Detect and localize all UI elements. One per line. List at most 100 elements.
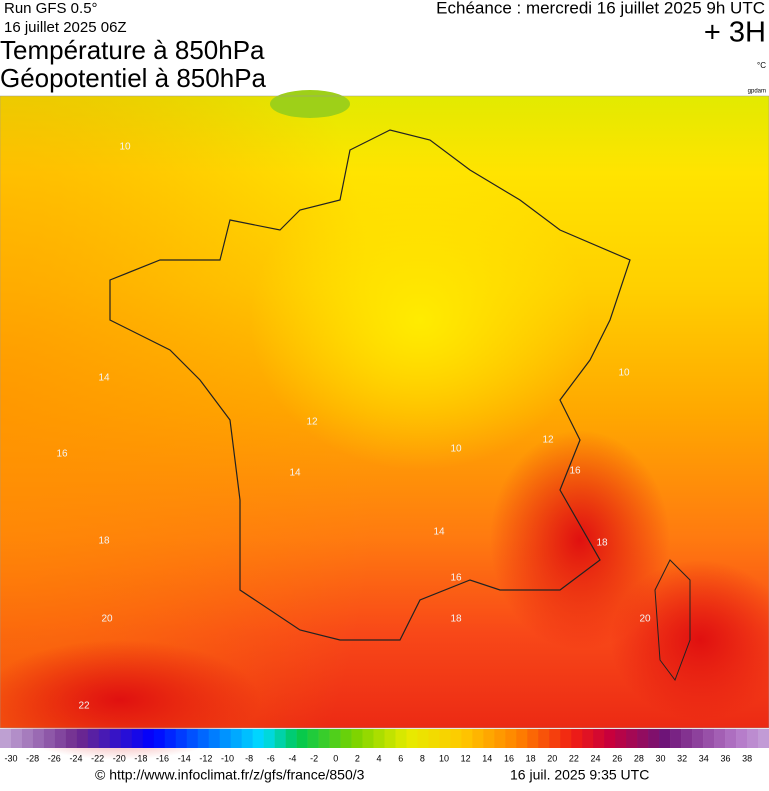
echeance: Echéance : mercredi 16 juillet 2025 9h U… bbox=[436, 0, 765, 17]
scale-swatch bbox=[76, 729, 89, 748]
scale-label: 36 bbox=[720, 753, 730, 763]
scale-label: -10 bbox=[221, 753, 234, 763]
scale-swatch bbox=[428, 729, 440, 748]
run: 16 juillet 2025 06Z bbox=[4, 19, 127, 36]
scale-swatch bbox=[450, 729, 462, 748]
scale-label: 10 bbox=[439, 753, 449, 763]
scale-label: -20 bbox=[113, 753, 126, 763]
scale-swatch bbox=[32, 729, 45, 748]
scale-label: -24 bbox=[69, 753, 82, 763]
scale-swatch bbox=[604, 729, 616, 748]
scale-label: -18 bbox=[134, 753, 147, 763]
contour-label: 18 bbox=[596, 538, 608, 549]
scale-swatch bbox=[373, 729, 385, 748]
coastline bbox=[109, 129, 631, 641]
unit: °C bbox=[757, 61, 766, 70]
scale-label: 4 bbox=[377, 753, 382, 763]
scale-label: -6 bbox=[267, 753, 275, 763]
contour-label: 20 bbox=[101, 614, 113, 625]
scale-label: 8 bbox=[420, 753, 425, 763]
scale-label: 16 bbox=[504, 753, 514, 763]
scale-swatch bbox=[65, 729, 78, 748]
scale-label: 18 bbox=[526, 753, 536, 763]
scale-swatch bbox=[538, 729, 550, 748]
scale-swatch bbox=[230, 729, 242, 748]
scale-swatch bbox=[571, 729, 583, 748]
scale-swatch bbox=[439, 729, 451, 748]
scale-swatch bbox=[692, 729, 704, 748]
scale-label: -12 bbox=[199, 753, 212, 763]
scale-label: 22 bbox=[569, 753, 579, 763]
contour-label: 14 bbox=[98, 373, 110, 384]
contour-label: 16 bbox=[450, 573, 462, 584]
contour-label: 10 bbox=[618, 368, 630, 379]
title: Température à 850hPa bbox=[0, 35, 265, 65]
scale-swatch bbox=[285, 729, 297, 748]
contour-label: 20 bbox=[639, 614, 651, 625]
contour-labels: 10 14 16 18 20 22 12 14 10 14 16 18 20 18 16 12 10 bbox=[56, 142, 651, 712]
contour-label: 22 bbox=[78, 701, 90, 712]
scale-swatch bbox=[714, 729, 726, 748]
scale-swatch bbox=[219, 729, 231, 748]
scale-label: 12 bbox=[461, 753, 471, 763]
scale-swatch bbox=[318, 729, 330, 748]
scale-swatch bbox=[142, 729, 155, 748]
scale-swatch bbox=[164, 729, 177, 748]
offset: + 3H bbox=[704, 17, 766, 49]
scale-swatch bbox=[395, 729, 407, 748]
scale-label: -22 bbox=[91, 753, 104, 763]
contour-label: 16 bbox=[56, 449, 68, 460]
scale-swatch bbox=[175, 729, 188, 748]
map-frame bbox=[0, 95, 769, 729]
scale-swatch bbox=[120, 729, 133, 748]
contour-label: 12 bbox=[306, 417, 318, 428]
scale-swatch bbox=[560, 729, 572, 748]
scale-swatch bbox=[758, 729, 769, 748]
color-scale: -30 -28 -26 -24 -22 -20 -18 -16 -14 -12 -10 -8 -6 -4-… bbox=[0, 729, 769, 763]
scale-swatch bbox=[725, 729, 737, 748]
scale-swatch bbox=[670, 729, 682, 748]
scale-swatch bbox=[131, 729, 144, 748]
scale-swatch bbox=[582, 729, 594, 748]
scale-swatch bbox=[263, 729, 275, 748]
title: Géopotentiel à 850hPa bbox=[0, 63, 267, 93]
scale-swatch bbox=[109, 729, 122, 748]
scale-swatch bbox=[659, 729, 671, 748]
contour-label: 16 bbox=[569, 466, 581, 477]
scale-swatch bbox=[461, 729, 473, 748]
scale-label: -28 bbox=[26, 753, 39, 763]
scale-label: -8 bbox=[245, 753, 253, 763]
scale-swatch bbox=[340, 729, 352, 748]
scale-swatch bbox=[615, 729, 627, 748]
contour-label: 14 bbox=[433, 527, 445, 538]
map-field bbox=[490, 430, 670, 650]
scale-swatch bbox=[505, 729, 517, 748]
scale-label: 20 bbox=[547, 753, 557, 763]
scale-swatch bbox=[307, 729, 319, 748]
date: 16 juil. 2025 9:35 UTC bbox=[510, 767, 649, 783]
coastline bbox=[654, 559, 691, 682]
scale-swatch bbox=[296, 729, 308, 748]
scale-swatch bbox=[351, 729, 363, 748]
scale-swatch bbox=[406, 729, 418, 748]
scale-label: 6 bbox=[398, 753, 403, 763]
scale-label: 32 bbox=[677, 753, 687, 763]
scale-swatch bbox=[483, 729, 495, 748]
scale-swatch bbox=[648, 729, 660, 748]
scale-swatch bbox=[98, 729, 111, 748]
scale-swatch bbox=[186, 729, 199, 748]
scale-swatch bbox=[549, 729, 561, 748]
scale-swatch bbox=[516, 729, 528, 748]
scale-swatch bbox=[208, 729, 221, 748]
scale-label: -26 bbox=[48, 753, 61, 763]
scale-swatch bbox=[747, 729, 759, 748]
scale-swatch bbox=[197, 729, 210, 748]
scale-swatch bbox=[0, 729, 12, 748]
map-field bbox=[270, 90, 350, 118]
scale-swatch bbox=[10, 729, 23, 748]
contour-label: 10 bbox=[119, 142, 131, 153]
scale-swatch bbox=[626, 729, 638, 748]
credit: gpdam bbox=[748, 89, 766, 95]
